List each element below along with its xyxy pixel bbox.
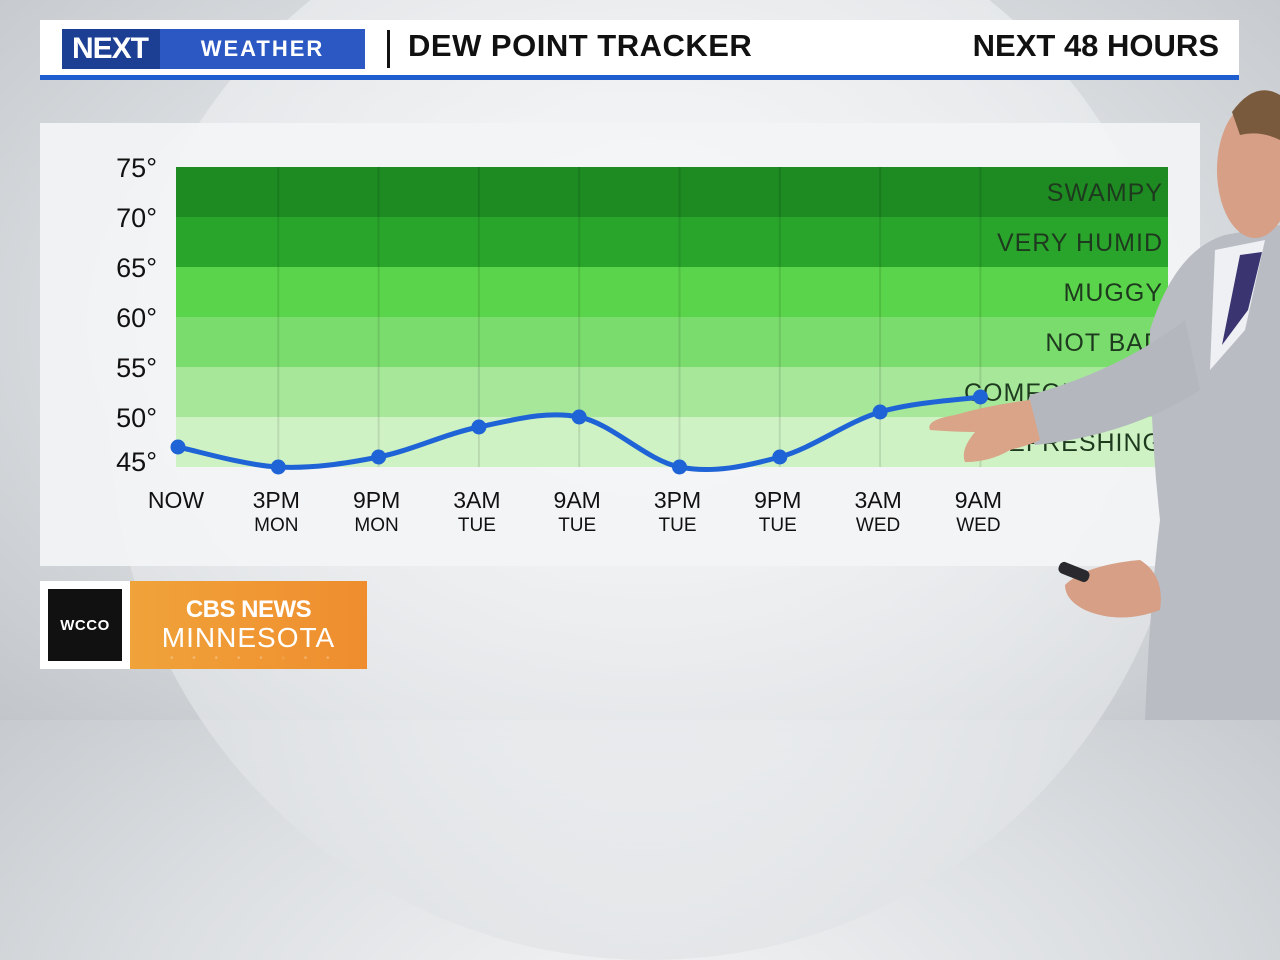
data-point-5 — [672, 459, 687, 475]
time-range-label: NEXT 48 HOURS — [972, 28, 1219, 63]
data-point-2 — [371, 449, 387, 465]
x-tick-day-label-5: TUE — [659, 515, 697, 536]
data-point-1 — [270, 459, 286, 475]
y-tick-label-1: 70° — [116, 203, 157, 233]
header-divider — [387, 30, 390, 68]
x-tick-label-2: 9PM — [353, 487, 400, 513]
x-tick-day-label-4: TUE — [558, 515, 596, 536]
data-point-7 — [872, 404, 888, 420]
x-tick-label-1: 3PM — [253, 487, 300, 513]
page-title: DEW POINT TRACKER — [408, 28, 753, 63]
y-tick-label-6: 45° — [116, 447, 157, 477]
y-tick-label-2: 65° — [116, 253, 157, 283]
x-tick-day-label-8: WED — [956, 515, 1000, 536]
data-point-8 — [972, 389, 988, 405]
x-tick-day-label-1: MON — [254, 515, 298, 536]
minnesota-text: MINNESOTA — [161, 622, 336, 653]
x-tick-label-7: 3AM — [854, 487, 901, 513]
x-tick-label-3: 3AM — [453, 487, 500, 513]
cbs-news-minnesota-logo: CBS NEWS MINNESOTA • • • • • ◦ • • — [130, 581, 367, 669]
logo-weather-text: WEATHER — [160, 29, 365, 69]
logo-next-text: NEXT — [62, 29, 161, 69]
presenter-figure — [929, 90, 1280, 720]
y-tick-label-4: 55° — [116, 353, 157, 383]
header-bar: NEXT WEATHER DEW POINT TRACKER NEXT 48 H… — [40, 20, 1239, 80]
zone-band-1 — [176, 217, 1168, 267]
x-tick-day-label-2: MON — [354, 515, 398, 536]
x-tick-label-4: 9AM — [554, 487, 601, 513]
data-point-0 — [170, 439, 186, 455]
zone-band-0 — [176, 167, 1168, 217]
x-tick-label-6: 9PM — [754, 487, 801, 513]
x-tick-day-label-6: TUE — [759, 515, 797, 536]
next-weather-logo: NEXT WEATHER — [62, 29, 365, 69]
zone-band-2 — [176, 267, 1168, 317]
y-tick-label-3: 60° — [116, 303, 157, 333]
zone-label-1: VERY HUMID — [997, 229, 1163, 257]
x-tick-label-5: 3PM — [654, 487, 701, 513]
x-tick-label-8: 9AM — [955, 487, 1002, 513]
y-tick-label-0: 75° — [116, 153, 157, 183]
zone-label-2: MUGGY — [1064, 279, 1163, 307]
cbs-news-text: CBS NEWS — [185, 596, 312, 623]
x-tick-day-label-3: TUE — [458, 515, 496, 536]
data-point-6 — [772, 449, 788, 465]
zone-band-3 — [176, 317, 1168, 367]
x-tick-day-label-7: WED — [856, 515, 900, 536]
station-branding: WCCO CBS NEWS MINNESOTA • • • • • ◦ • • — [40, 581, 367, 669]
brand-dots-decoration: • • • • • ◦ • • — [170, 653, 338, 664]
data-point-3 — [471, 419, 487, 435]
wcco-logo: WCCO — [48, 589, 122, 661]
x-tick-label-0: NOW — [148, 487, 205, 513]
zone-label-0: SWAMPY — [1047, 179, 1163, 207]
data-point-4 — [571, 409, 587, 425]
y-tick-label-5: 50° — [116, 403, 157, 433]
